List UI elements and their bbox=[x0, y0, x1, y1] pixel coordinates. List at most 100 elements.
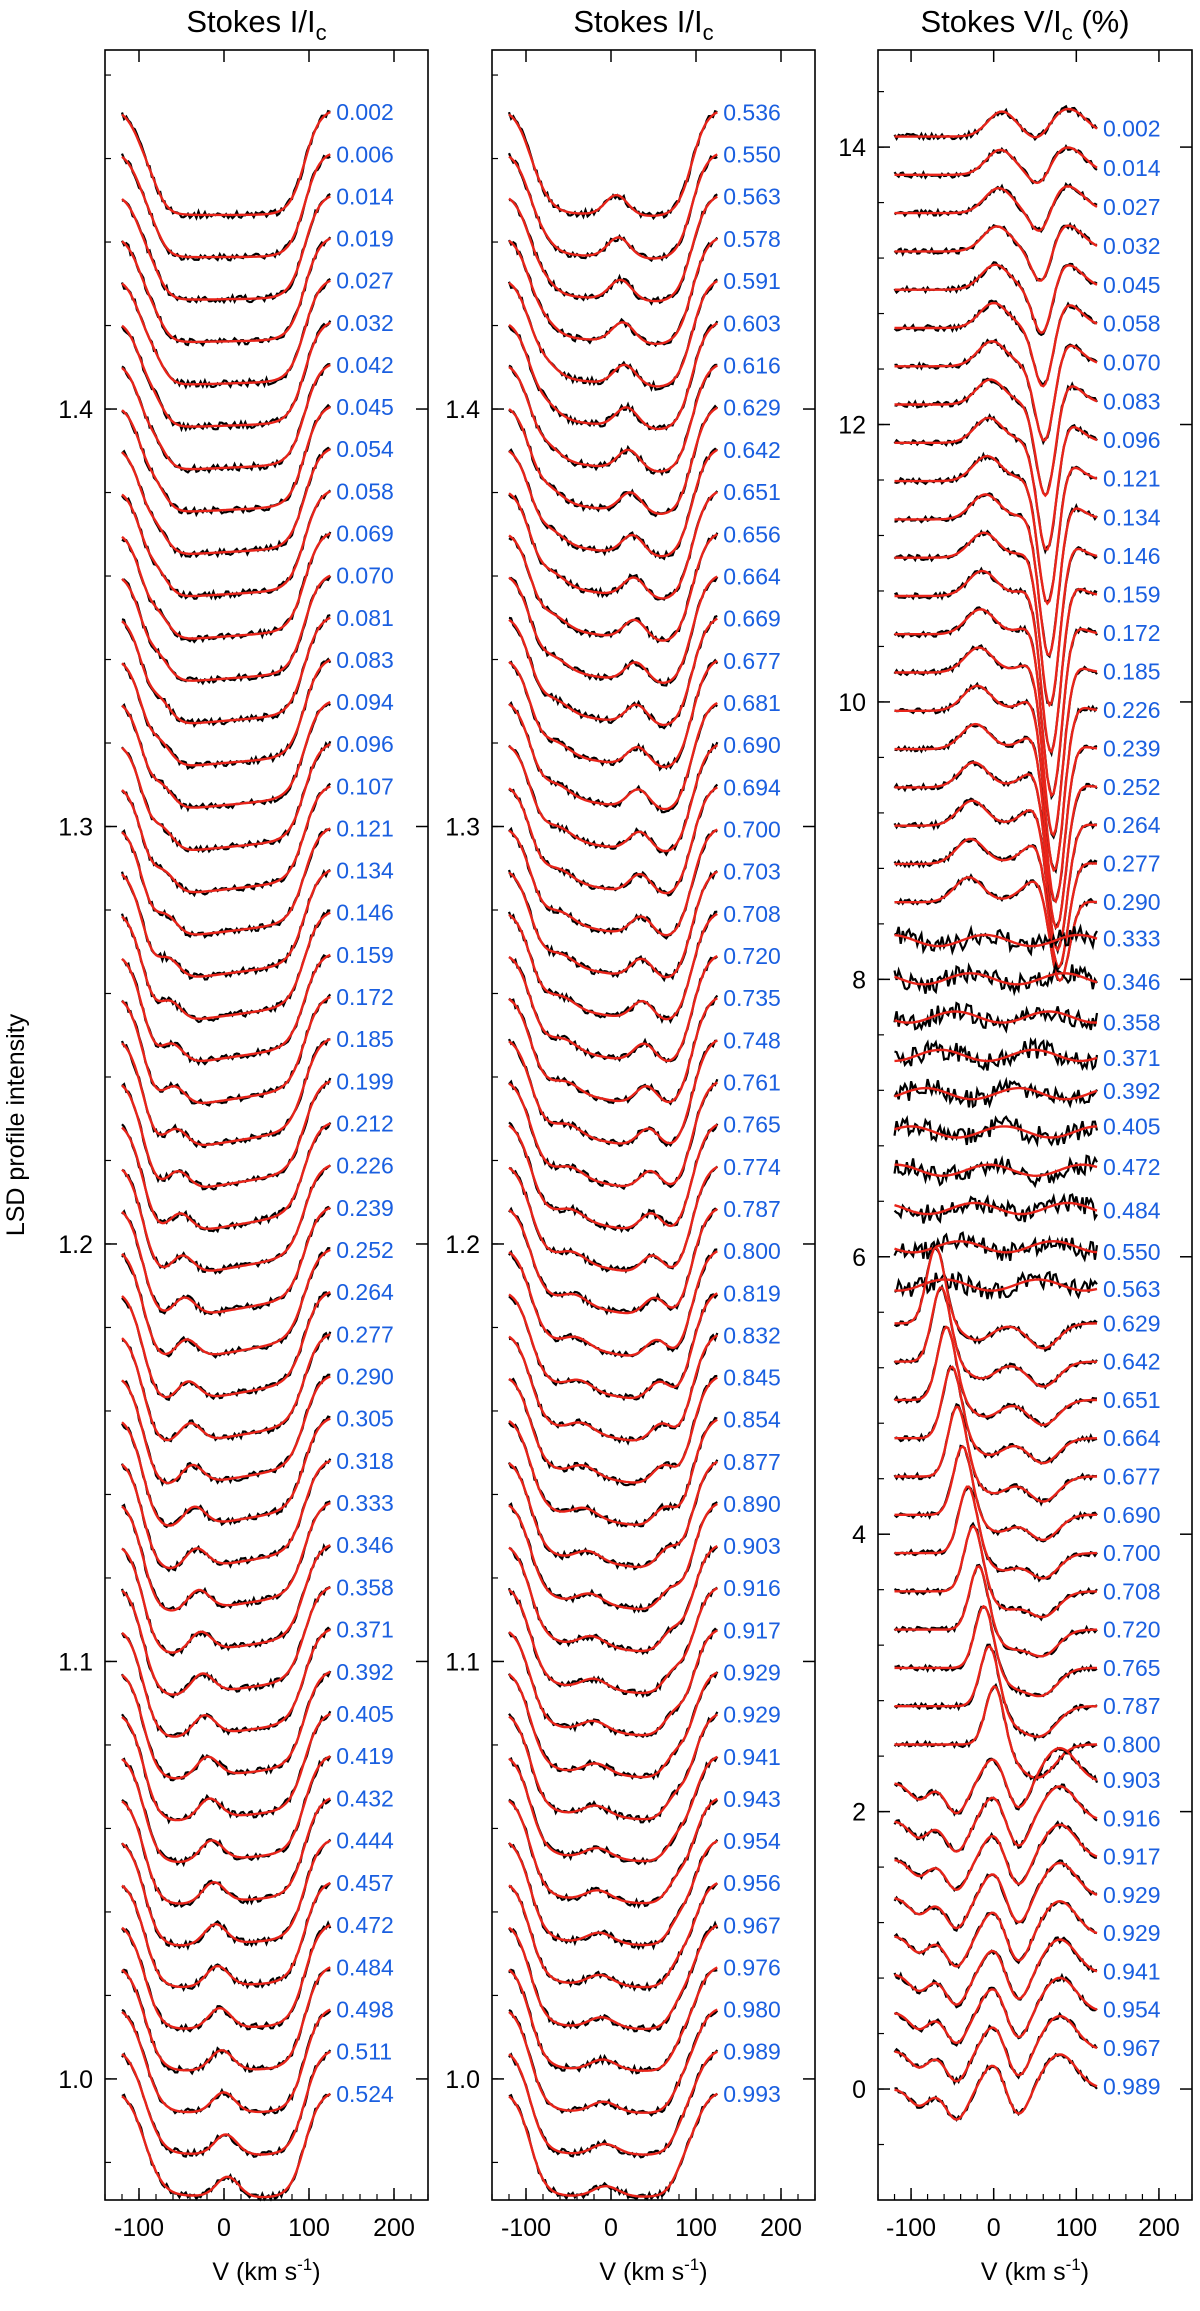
phase-label: 0.484 bbox=[1103, 1198, 1161, 1224]
phase-label: 0.917 bbox=[723, 1617, 781, 1643]
model-profile bbox=[121, 1670, 331, 1780]
model-profile bbox=[508, 237, 718, 345]
model-profile bbox=[121, 532, 331, 640]
model-profile bbox=[894, 2053, 1098, 2121]
phase-label: 0.989 bbox=[1103, 2073, 1161, 2099]
phase-label: 0.694 bbox=[723, 774, 781, 800]
model-profile bbox=[508, 1081, 718, 1188]
phase-label: 0.916 bbox=[723, 1575, 781, 1601]
phase-label: 0.787 bbox=[723, 1196, 781, 1222]
phase-label: 0.159 bbox=[1103, 581, 1161, 607]
phase-label: 0.371 bbox=[1103, 1045, 1161, 1071]
observed-profile bbox=[893, 181, 1098, 234]
x-tick-label: 0 bbox=[217, 2214, 231, 2242]
model-profile bbox=[121, 616, 331, 725]
observed-profile bbox=[121, 1920, 332, 2033]
model-profile bbox=[121, 1164, 331, 1272]
model-profile bbox=[121, 406, 331, 513]
observed-profile bbox=[508, 193, 718, 306]
phase-label: 0.014 bbox=[336, 183, 394, 209]
observed-profile bbox=[893, 1001, 1099, 1034]
phase-label: 0.185 bbox=[336, 1026, 394, 1052]
phase-label: 0.642 bbox=[723, 437, 781, 463]
phase-label: 0.787 bbox=[1103, 1693, 1161, 1719]
model-profile bbox=[508, 1334, 718, 1442]
x-axis-label: V (km s-1) bbox=[599, 2255, 707, 2286]
model-profile bbox=[894, 1278, 1098, 1292]
model-profile bbox=[508, 954, 718, 1063]
observed-profile bbox=[121, 1882, 332, 1993]
model-profile bbox=[508, 1418, 718, 1526]
model-profile bbox=[121, 911, 331, 1021]
model-profile bbox=[508, 912, 718, 1021]
phase-label: 0.172 bbox=[1103, 620, 1161, 646]
model-profile bbox=[894, 722, 1098, 904]
model-profile bbox=[894, 1976, 1098, 2045]
model-profile bbox=[894, 416, 1098, 551]
phase-label: 0.550 bbox=[723, 142, 781, 168]
phase-label: 0.318 bbox=[336, 1448, 394, 1474]
panel-title: Stokes V/Ic (%) bbox=[920, 4, 1129, 45]
model-profile bbox=[894, 107, 1098, 139]
y-tick-label: 8 bbox=[852, 966, 866, 994]
model-profile bbox=[121, 1375, 331, 1485]
model-profile bbox=[121, 2092, 331, 2199]
model-profile bbox=[508, 1250, 718, 1357]
phase-label: 0.199 bbox=[336, 1068, 394, 1094]
phase-label: 0.070 bbox=[336, 563, 394, 589]
observed-profile bbox=[893, 1936, 1098, 2009]
y-tick-label: 1.1 bbox=[445, 1648, 480, 1676]
model-profile bbox=[894, 1286, 1097, 1388]
y-tick-label: 1.0 bbox=[58, 2066, 93, 2094]
model-profile bbox=[894, 1485, 1097, 1580]
observed-profile bbox=[120, 868, 331, 981]
phase-label: 0.651 bbox=[1103, 1387, 1161, 1413]
phase-label: 0.226 bbox=[1103, 697, 1161, 723]
phase-label: 0.748 bbox=[723, 1027, 781, 1053]
model-profile bbox=[121, 1248, 331, 1356]
observed-profile bbox=[120, 909, 331, 1024]
model-profile bbox=[894, 1685, 1097, 1779]
panel-title: Stokes I/Ic bbox=[186, 4, 326, 45]
observed-profile bbox=[121, 740, 332, 854]
x-tick-label: 200 bbox=[760, 2214, 802, 2242]
observed-profile bbox=[508, 783, 719, 897]
y-axis-label: LSD profile intensity bbox=[2, 1013, 30, 1236]
observed-profile bbox=[508, 1248, 718, 1359]
model-profile bbox=[121, 279, 331, 386]
observed-profile bbox=[507, 152, 718, 263]
y-tick-label: 1.1 bbox=[58, 1648, 93, 1676]
phase-label: 0.511 bbox=[336, 2039, 392, 2065]
phase-label: 0.563 bbox=[723, 184, 781, 210]
phase-label: 0.877 bbox=[723, 1449, 781, 1475]
phase-label: 0.954 bbox=[1103, 1997, 1161, 2023]
phase-label: 0.094 bbox=[336, 689, 394, 715]
phase-label: 0.096 bbox=[1103, 427, 1161, 453]
model-profile bbox=[508, 1840, 718, 1947]
phase-label: 0.819 bbox=[723, 1280, 781, 1306]
observed-profile bbox=[121, 403, 332, 518]
phase-label: 0.720 bbox=[723, 943, 781, 969]
model-profile bbox=[121, 1797, 331, 1905]
model-profile bbox=[894, 1604, 1098, 1698]
model-profile bbox=[894, 1201, 1098, 1216]
phase-label: 0.252 bbox=[336, 1237, 394, 1263]
model-profile bbox=[508, 1924, 718, 2031]
phase-label: 0.371 bbox=[336, 1617, 394, 1643]
observed-profile bbox=[893, 261, 1098, 337]
y-tick-label: 1.4 bbox=[445, 396, 480, 424]
model-profile bbox=[508, 1713, 718, 1821]
observed-profile bbox=[893, 1154, 1098, 1189]
observed-profile bbox=[893, 1521, 1098, 1622]
phase-label: 0.976 bbox=[723, 1955, 781, 1981]
phase-label: 0.134 bbox=[1103, 504, 1161, 530]
phase-label: 0.032 bbox=[336, 310, 394, 336]
y-tick-label: 0 bbox=[852, 2076, 866, 2104]
model-profile bbox=[894, 378, 1098, 498]
model-profile bbox=[121, 1544, 331, 1654]
model-profile bbox=[121, 2050, 331, 2156]
model-profile bbox=[121, 1712, 331, 1822]
phase-label: 0.405 bbox=[336, 1701, 394, 1727]
observed-profile bbox=[508, 1165, 719, 1274]
phase-label: 0.121 bbox=[1103, 466, 1161, 492]
